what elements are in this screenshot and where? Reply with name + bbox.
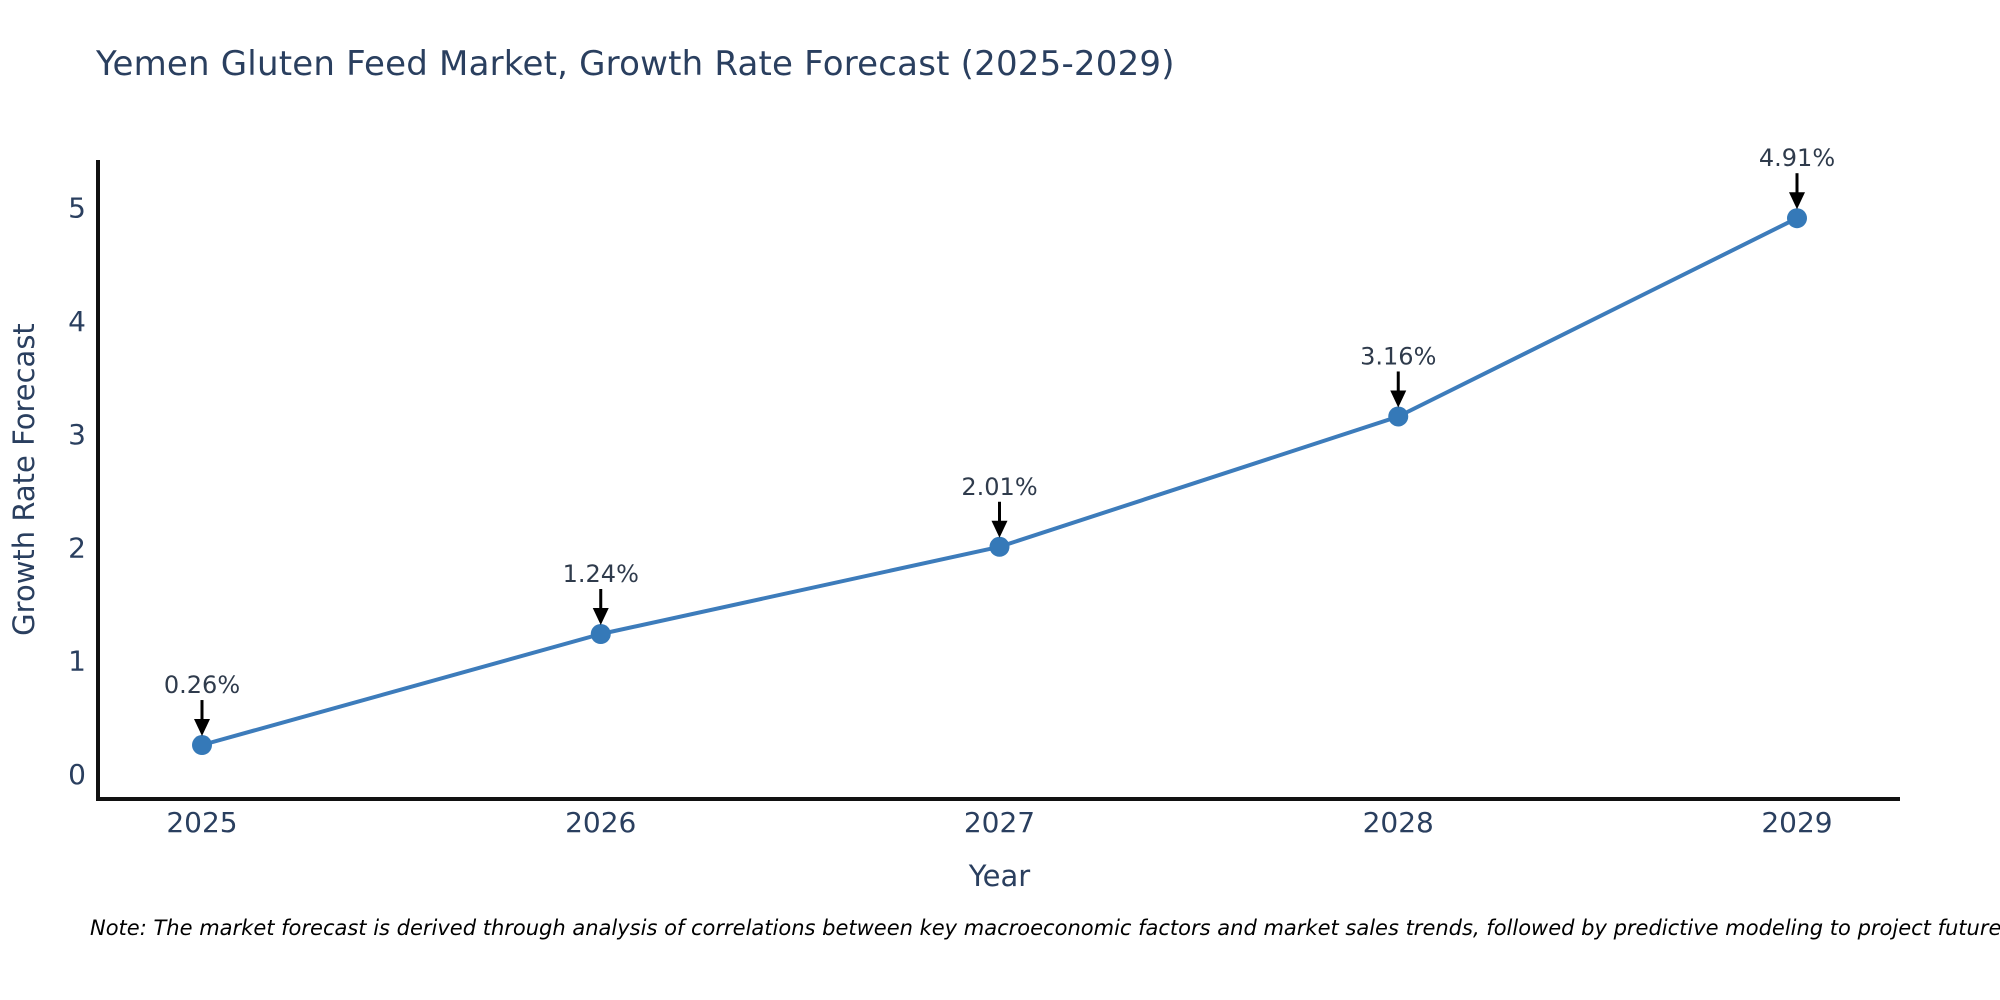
y-tick-label: 4 bbox=[68, 305, 86, 338]
chart-footnote: Note: The market forecast is derived thr… bbox=[90, 916, 2000, 940]
y-tick-label: 2 bbox=[68, 531, 86, 564]
y-tick-label: 3 bbox=[68, 418, 86, 451]
annotation-label: 1.24% bbox=[563, 560, 639, 588]
x-tick-label: 2027 bbox=[964, 806, 1035, 839]
annotation-arrowhead bbox=[194, 719, 210, 737]
y-tick-label: 5 bbox=[68, 192, 86, 225]
y-tick-label: 1 bbox=[68, 645, 86, 678]
annotation-arrowhead bbox=[1390, 390, 1407, 408]
data-point-marker bbox=[1388, 406, 1409, 427]
x-tick-label: 2028 bbox=[1363, 806, 1434, 839]
x-tick-label: 2029 bbox=[1761, 806, 1832, 839]
annotation-label: 2.01% bbox=[961, 473, 1037, 501]
annotation-arrowhead bbox=[592, 608, 609, 626]
x-tick-label: 2025 bbox=[166, 806, 237, 839]
annotation-label: 0.26% bbox=[164, 671, 240, 699]
data-point-marker bbox=[192, 735, 212, 756]
annotation-arrowhead bbox=[1789, 192, 1805, 210]
x-axis-title: Year bbox=[968, 859, 1030, 893]
annotation-label: 4.91% bbox=[1759, 144, 1835, 172]
y-axis-title: Growth Rate Forecast bbox=[7, 323, 41, 636]
data-point-marker bbox=[590, 624, 611, 645]
x-tick-label: 2026 bbox=[565, 806, 636, 839]
annotation-arrowhead bbox=[991, 520, 1008, 538]
chart-title: Yemen Gluten Feed Market, Growth Rate Fo… bbox=[96, 44, 1175, 84]
data-point-marker bbox=[1787, 208, 1807, 229]
y-tick-label: 0 bbox=[68, 758, 86, 791]
annotation-label: 3.16% bbox=[1360, 342, 1436, 370]
data-point-marker bbox=[989, 536, 1010, 557]
